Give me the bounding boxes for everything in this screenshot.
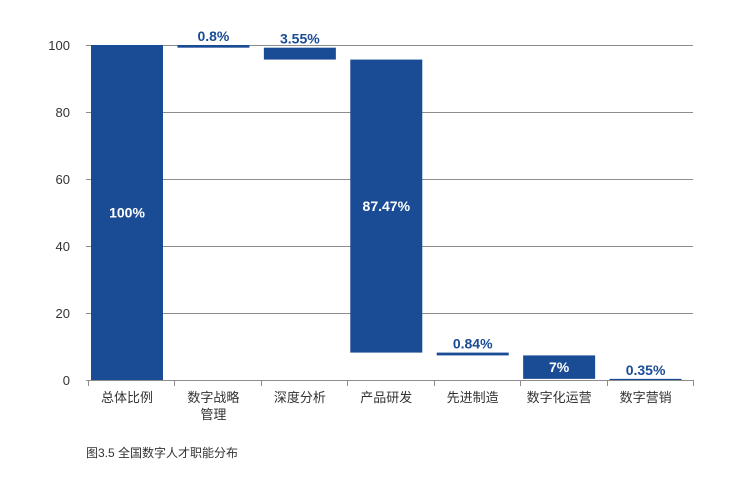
data-label-3: 3.55%: [280, 31, 320, 47]
waterfall-bar-1: [91, 45, 163, 380]
data-label-5: 0.84%: [453, 336, 493, 352]
waterfall-bar-5: [436, 352, 509, 356]
y-tick-label-40: 40: [56, 239, 70, 254]
data-label-2: 0.8%: [197, 28, 229, 44]
data-labels: 100% 0.8% 3.55% 87.47% 0.84% 7% 0.35%: [109, 28, 666, 378]
category-label-7: 数字营销: [619, 390, 672, 405]
waterfall-bar-3: [263, 47, 336, 60]
y-tick-label-0: 0: [63, 373, 70, 388]
category-label-6: 数字化运营: [526, 390, 592, 405]
y-tick-label-60: 60: [56, 172, 70, 187]
waterfall-bar-2: [177, 45, 250, 48]
y-tick-label-20: 20: [56, 306, 70, 321]
y-axis-ticks: 0 20 40 60 80 100: [48, 38, 70, 388]
category-label-1: 总体比例: [100, 390, 153, 405]
data-label-6: 7%: [549, 359, 570, 375]
y-tick-label-100: 100: [48, 38, 70, 53]
category-label-4: 产品研发: [360, 390, 413, 405]
category-label-3: 深度分析: [273, 390, 326, 405]
waterfall-bar-7: [609, 378, 682, 380]
waterfall-bar-6: [523, 355, 596, 379]
bars: [91, 45, 682, 380]
data-label-7: 0.35%: [626, 362, 666, 378]
waterfall-bar-4: [350, 59, 423, 353]
figure-caption: 图3.5 全国数字人才职能分布: [86, 446, 239, 460]
category-label-5: 先进制造: [446, 390, 499, 405]
y-tick-label-80: 80: [56, 105, 70, 120]
category-label-2: 数字战略 管理: [187, 390, 240, 422]
data-label-4: 87.47%: [363, 198, 411, 214]
data-label-1: 100%: [109, 205, 145, 221]
